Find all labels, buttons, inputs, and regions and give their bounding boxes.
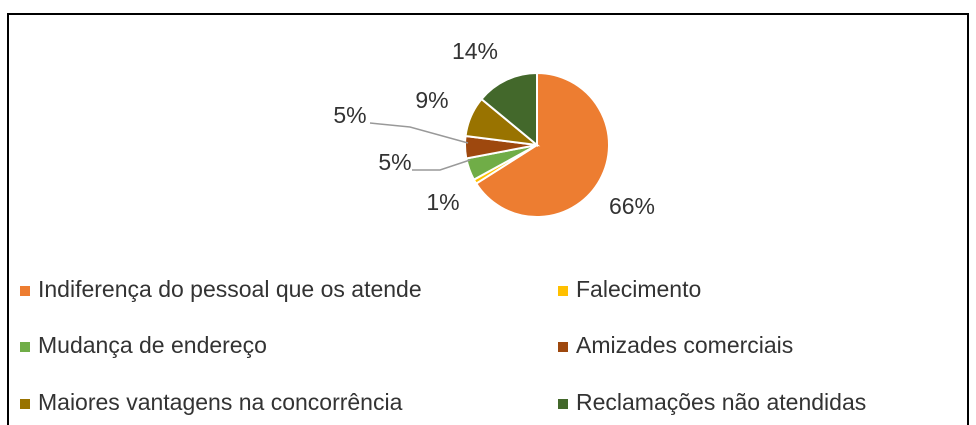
data-label: 5% (333, 102, 366, 128)
legend-swatch (20, 342, 30, 352)
pie-slice (480, 71, 538, 148)
legend-swatch (558, 286, 568, 296)
legend-swatch (558, 342, 568, 352)
legend-swatch (558, 399, 568, 409)
frame (7, 13, 969, 425)
data-label: 9% (415, 87, 448, 113)
data-label: 14% (452, 38, 498, 64)
legend-label: Indiferença do pessoal que os atende (38, 276, 422, 302)
leader-line (369, 122, 469, 144)
data-label: 66% (609, 193, 655, 219)
legend-swatch (20, 286, 30, 296)
legend-label: Amizades comerciais (576, 332, 793, 358)
leader-line (412, 159, 471, 171)
legend-label: Mudança de endereço (38, 332, 267, 358)
legend-swatch (20, 399, 30, 409)
legend-label: Falecimento (576, 276, 701, 302)
pie-slice (474, 71, 610, 218)
data-label: 5% (378, 149, 411, 175)
legend-label: Reclamações não atendidas (576, 389, 866, 415)
data-label: 1% (426, 189, 459, 215)
legend-label: Maiores vantagens na concorrência (38, 389, 403, 415)
